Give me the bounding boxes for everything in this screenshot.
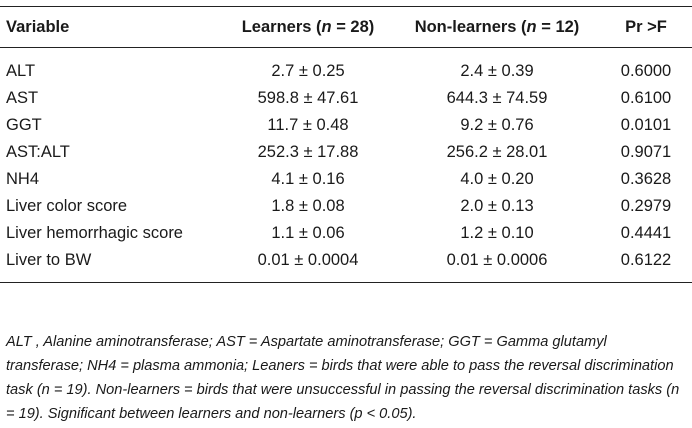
cell-learners: 1.8 ± 0.08 xyxy=(271,197,345,215)
table-row: NH4 4.1 ± 0.16 4.0 ± 0.20 0.3628 xyxy=(0,166,692,193)
cell-p: 0.9071 xyxy=(620,143,672,161)
cell-variable: ALT xyxy=(6,62,36,80)
cell-nonlearners: 0.01 ± 0.0006 xyxy=(394,247,600,283)
cell-p: 0.2979 xyxy=(620,197,672,215)
table-row: Liver to BW 0.01 ± 0.0004 0.01 ± 0.0006 … xyxy=(0,247,692,283)
header-row: Variable Learners (n = 28) Non-learners … xyxy=(0,6,692,48)
cell-learners: 4.1 ± 0.16 xyxy=(271,170,345,188)
table-row: Liver hemorrhagic score 1.1 ± 0.06 1.2 ±… xyxy=(0,220,692,247)
cell-variable: AST xyxy=(6,89,39,107)
cell-nonlearners: 256.2 ± 28.01 xyxy=(446,143,548,161)
table-footnote: ALT , Alanine aminotransferase; AST = As… xyxy=(6,334,680,422)
cell-nonlearners: 4.0 ± 0.20 xyxy=(460,170,534,188)
header-variable: Variable xyxy=(0,6,222,48)
cell-p: 0.6122 xyxy=(600,247,692,283)
cell-p: 0.4441 xyxy=(620,224,672,242)
table-row: ALT 2.7 ± 0.25 2.4 ± 0.39 0.6000 xyxy=(0,48,692,86)
cell-p: 0.3628 xyxy=(620,170,672,188)
cell-variable: AST:ALT xyxy=(6,143,70,161)
cell-nonlearners: 1.2 ± 0.10 xyxy=(460,224,534,242)
cell-learners: 2.7 ± 0.25 xyxy=(271,62,345,80)
header-nonlearners: Non-learners (n = 12) xyxy=(394,6,600,48)
cell-nonlearners: 9.2 ± 0.76 xyxy=(460,116,534,134)
cell-nonlearners: 644.3 ± 74.59 xyxy=(446,89,548,107)
cell-variable: Liver hemorrhagic score xyxy=(6,224,183,242)
cell-p: 0.6100 xyxy=(620,89,672,107)
cell-variable: Liver to BW xyxy=(0,247,222,283)
cell-learners: 11.7 ± 0.48 xyxy=(267,116,349,134)
cell-p: 0.6000 xyxy=(620,62,672,80)
cell-nonlearners: 2.4 ± 0.39 xyxy=(460,62,534,80)
cell-variable: NH4 xyxy=(6,170,40,188)
header-p-value: Pr >F xyxy=(600,6,692,48)
cell-variable: GGT xyxy=(6,116,42,134)
cell-variable: Liver color score xyxy=(6,197,128,215)
results-table: Variable Learners (n = 28) Non-learners … xyxy=(0,6,692,283)
cell-learners: 598.8 ± 47.61 xyxy=(257,89,359,107)
table-row: AST:ALT 252.3 ± 17.88 256.2 ± 28.01 0.90… xyxy=(0,139,692,166)
cell-learners: 252.3 ± 17.88 xyxy=(257,143,359,161)
cell-learners: 1.1 ± 0.06 xyxy=(271,224,345,242)
cell-p: 0.0101 xyxy=(620,116,672,134)
table-row: AST 598.8 ± 47.61 644.3 ± 74.59 0.6100 xyxy=(0,85,692,112)
header-learners: Learners (n = 28) xyxy=(222,6,394,48)
table-row: Liver color score 1.8 ± 0.08 2.0 ± 0.13 … xyxy=(0,193,692,220)
cell-nonlearners: 2.0 ± 0.13 xyxy=(460,197,534,215)
table-row: GGT 11.7 ± 0.48 9.2 ± 0.76 0.0101 xyxy=(0,112,692,139)
cell-learners: 0.01 ± 0.0004 xyxy=(222,247,394,283)
